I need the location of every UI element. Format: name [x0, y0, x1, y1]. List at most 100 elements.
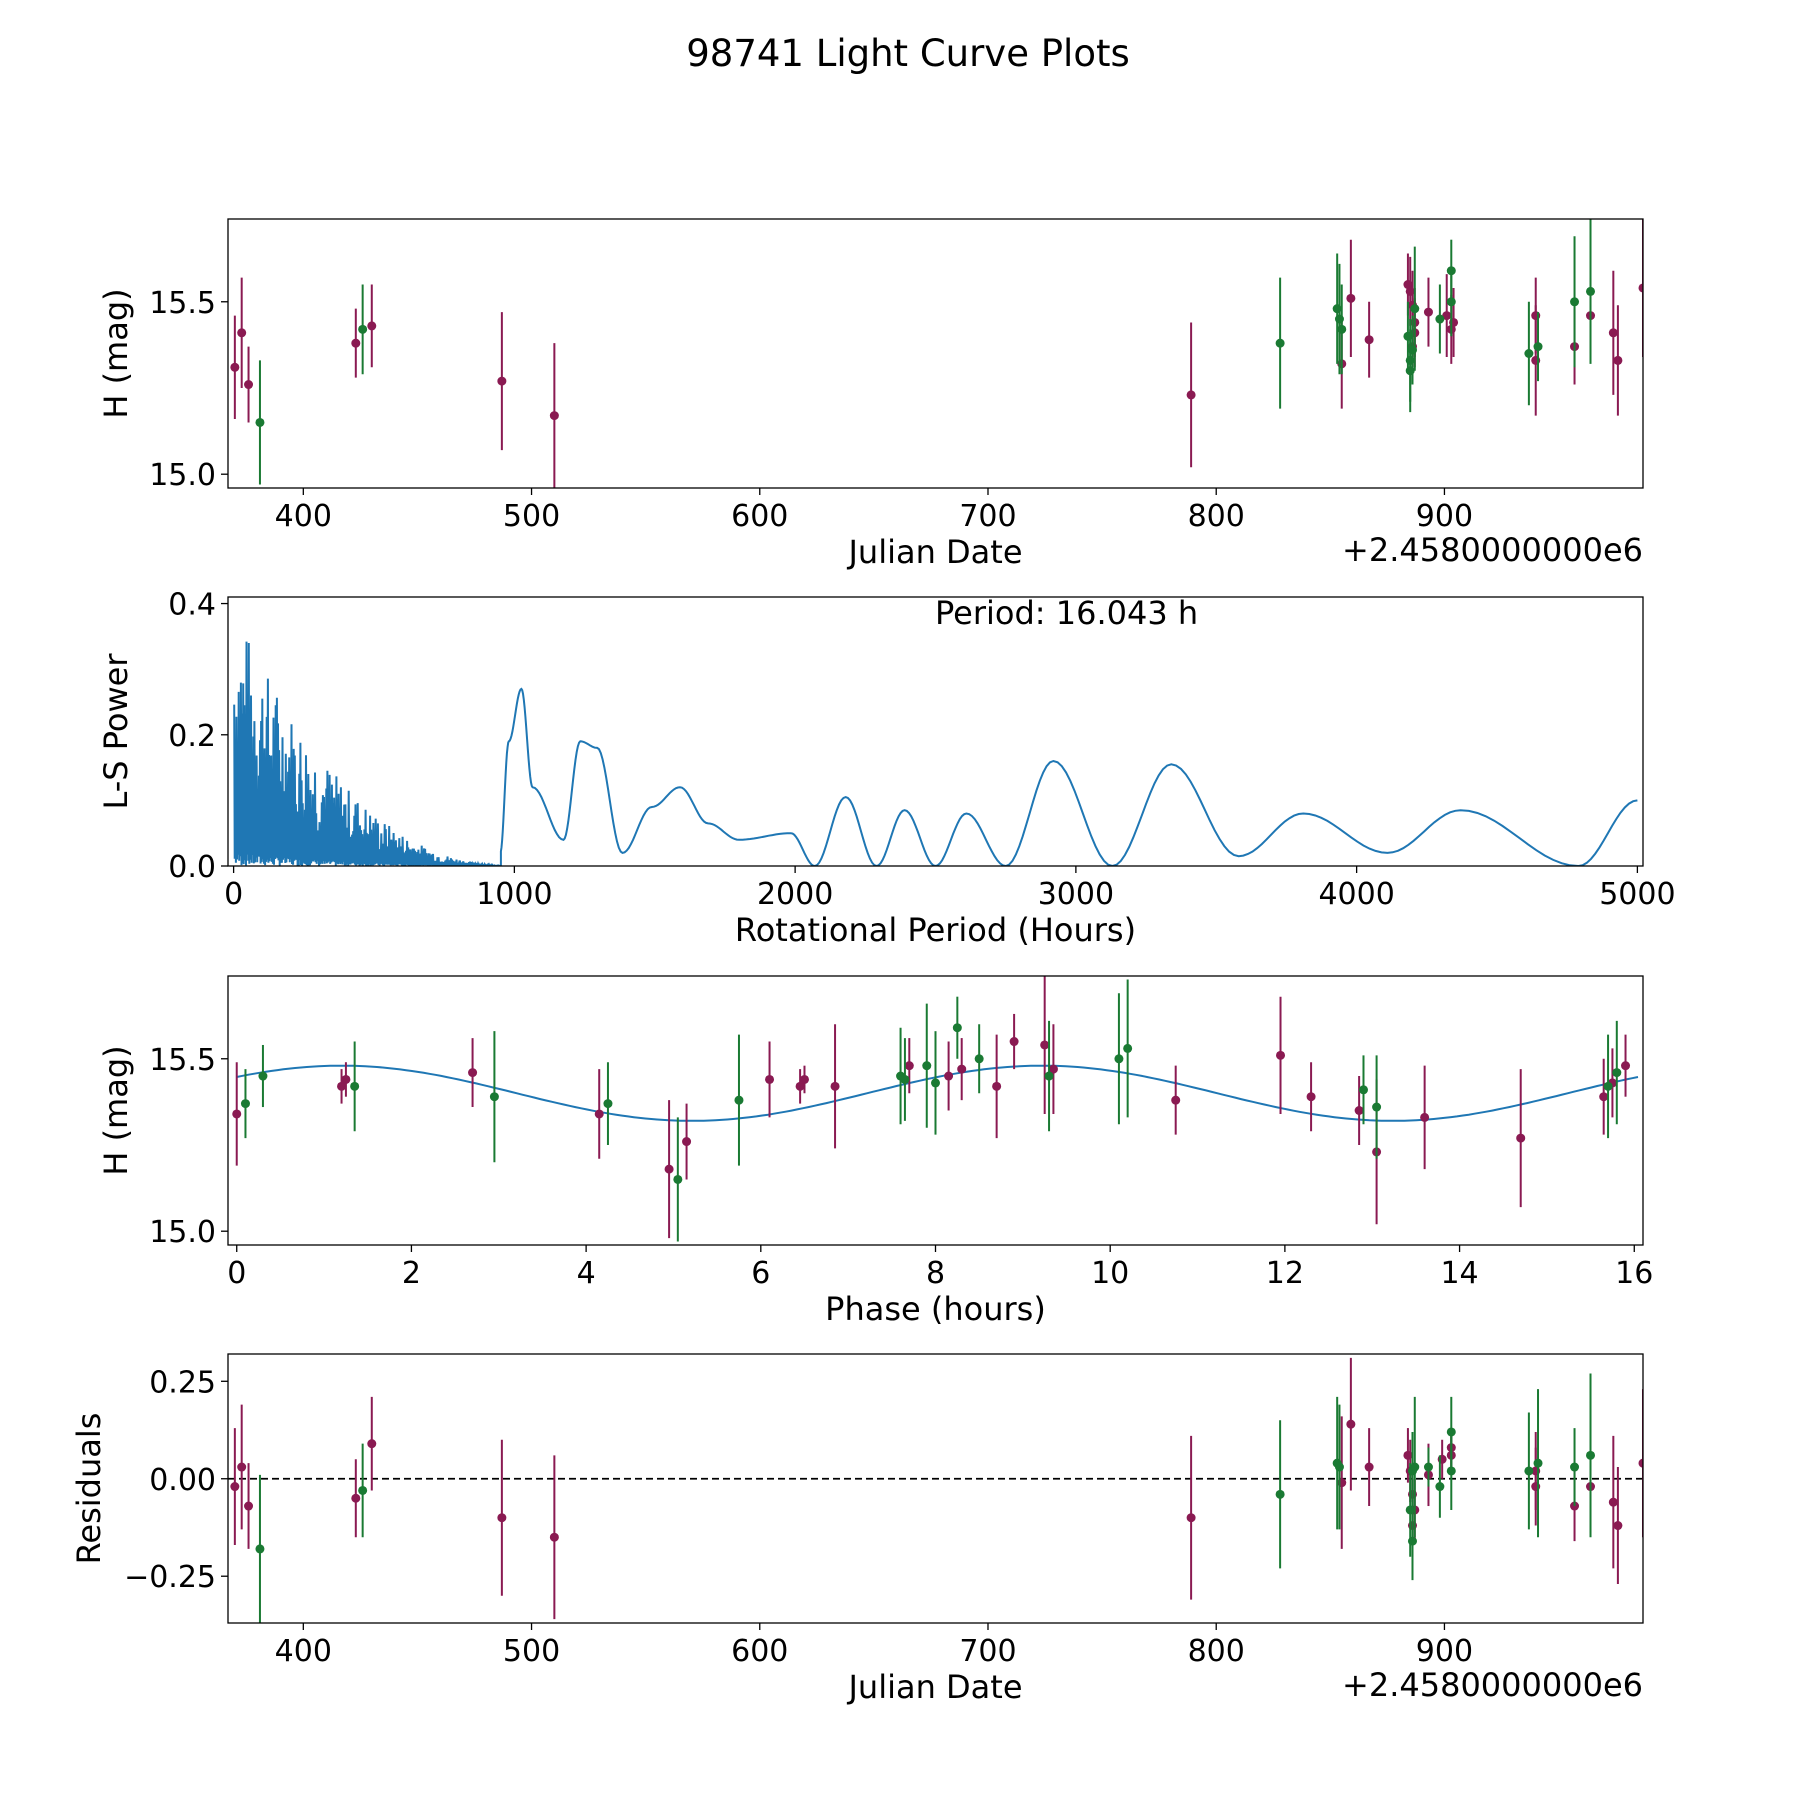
- x-tick-label: 800: [1188, 499, 1245, 534]
- data-point: [1410, 1462, 1420, 1472]
- period-annotation: Period: 16.043 h: [935, 594, 1198, 632]
- y-tick-label: 0.4: [168, 588, 216, 623]
- data-point: [341, 1074, 351, 1084]
- data-point: [1608, 1497, 1618, 1507]
- data-point: [237, 328, 247, 338]
- data-point: [367, 1439, 377, 1449]
- x-tick-label: 12: [1266, 1256, 1304, 1291]
- data-point: [237, 1462, 247, 1472]
- plot-area: [232, 976, 1639, 1242]
- x-tick-label: 2: [402, 1256, 421, 1291]
- y-tick-label: 15.0: [149, 1215, 216, 1250]
- data-point: [1612, 1068, 1622, 1078]
- data-point: [1613, 1521, 1623, 1531]
- data-point: [931, 1078, 940, 1088]
- data-point: [1524, 1466, 1534, 1476]
- data-point: [1275, 1489, 1285, 1499]
- panel-residuals: 400 500 600 700 800 900 −0.25 0.00 0.25 Julian Da…: [70, 1353, 1644, 1706]
- axes-frame: [227, 1353, 1644, 1624]
- data-point: [904, 1061, 914, 1071]
- x-axis-label: Julian Date: [846, 533, 1022, 571]
- figure-title: 98741 Light Curve Plots: [686, 32, 1130, 75]
- data-point: [974, 1054, 984, 1064]
- x-tick-label: 0: [227, 1256, 246, 1291]
- y-tick-label: 15.5: [149, 286, 216, 321]
- data-point: [1186, 390, 1196, 400]
- panel-phased: 0 2 4 6 8 10 12 14 16 15.0 15.5 Phase (hours) H (mag…: [97, 975, 1653, 1328]
- x-tick-label: 600: [731, 499, 788, 534]
- x-tick-label: 2000: [757, 877, 833, 912]
- y-tick-label: 0.2: [168, 719, 216, 754]
- x-tick-label: 700: [959, 1634, 1016, 1669]
- y-tick-label: 0.25: [149, 1365, 216, 1400]
- panel-periodogram: Period: 16.043 h 0 1000 2000 3000 4000 5000 0.0…: [97, 588, 1676, 949]
- y-axis-label: H (mag): [97, 1045, 135, 1175]
- data-point: [1435, 314, 1445, 324]
- y-tick-label: 15.5: [149, 1043, 216, 1078]
- data-point: [1171, 1095, 1181, 1105]
- y-tick-label: 15.0: [149, 458, 216, 493]
- data-point: [1446, 1466, 1456, 1476]
- data-point: [1599, 1092, 1609, 1102]
- data-point: [240, 1099, 250, 1109]
- data-point: [1586, 286, 1596, 296]
- data-point: [952, 1023, 962, 1033]
- data-point: [1275, 338, 1285, 348]
- x-tick-label: 4000: [1318, 877, 1394, 912]
- panel-lightcurve: 400 500 600 700 800 900 15.0 15.5 Julian Date H (…: [97, 218, 1644, 571]
- data-point: [1372, 1102, 1382, 1112]
- data-point: [337, 1081, 347, 1091]
- data-point: [244, 1501, 254, 1511]
- data-point: [922, 1061, 932, 1071]
- data-point: [1358, 1085, 1368, 1095]
- y-tick-label: 0.0: [168, 850, 216, 885]
- data-point: [1044, 1071, 1054, 1081]
- x-tick-label: 500: [503, 499, 560, 534]
- data-point: [358, 1485, 368, 1495]
- data-point: [1533, 342, 1543, 352]
- data-point: [1621, 1061, 1631, 1071]
- data-point: [1306, 1092, 1316, 1102]
- data-point: [1354, 1106, 1364, 1115]
- data-point: [1114, 1054, 1124, 1064]
- data-point: [944, 1071, 954, 1081]
- fit-curve: [236, 1064, 1639, 1122]
- x-tick-label: 4: [577, 1256, 596, 1291]
- data-point: [549, 411, 559, 421]
- x-axis-label: Rotational Period (Hours): [735, 911, 1136, 949]
- data-point: [497, 1513, 507, 1523]
- axes-frame: [227, 218, 1644, 489]
- data-point: [1638, 283, 1643, 293]
- x-tick-label: 900: [1416, 1634, 1473, 1669]
- series-filter-B: [255, 1373, 1596, 1623]
- x-tick-label: 700: [959, 499, 1016, 534]
- data-point: [351, 1493, 361, 1503]
- data-point: [682, 1137, 692, 1147]
- data-point: [1586, 1450, 1596, 1460]
- x-tick-label: 600: [731, 1634, 788, 1669]
- data-point: [1410, 304, 1420, 314]
- x-tick-label: 1000: [476, 877, 552, 912]
- data-point: [258, 1071, 268, 1081]
- data-point: [830, 1081, 840, 1091]
- data-point: [1608, 328, 1618, 338]
- x-axis-label: Phase (hours): [825, 1290, 1046, 1328]
- data-point: [1048, 1064, 1058, 1074]
- x-axis-label: Julian Date: [846, 1668, 1022, 1706]
- y-tick-label: −0.25: [124, 1560, 216, 1595]
- x-tick-label: 800: [1188, 1634, 1245, 1669]
- data-point: [1364, 1462, 1374, 1472]
- data-point: [230, 1482, 240, 1492]
- x-tick-label: 900: [1416, 499, 1473, 534]
- data-point: [1570, 297, 1580, 307]
- data-point: [992, 1081, 1002, 1091]
- data-point: [1516, 1133, 1526, 1143]
- data-point: [795, 1081, 805, 1091]
- data-point: [255, 1544, 265, 1554]
- series-filter-B: [255, 219, 1596, 485]
- plot-area: [230, 219, 1643, 488]
- periodogram-line: [233, 641, 1638, 866]
- data-point: [603, 1099, 613, 1109]
